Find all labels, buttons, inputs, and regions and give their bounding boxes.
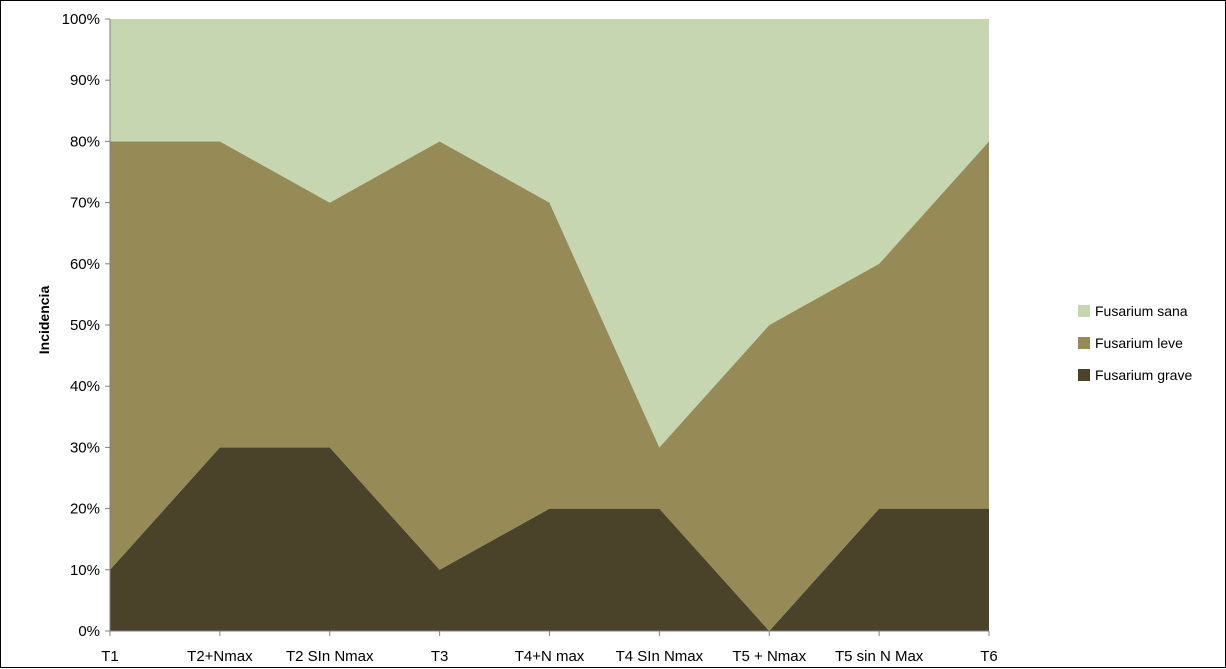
area-fusarium-leve [110,141,989,631]
x-tick-label: T5 + Nmax [732,648,806,665]
y-tick-label: 60% [70,256,100,273]
y-tick-label: 90% [70,72,100,89]
y-tick-label: 80% [70,133,100,150]
legend-swatch [1078,369,1090,381]
x-tick-label: T2 SIn Nmax [286,648,374,665]
x-tick-label: T5 sin N Max [835,648,924,665]
y-tick-label: 100% [62,11,100,28]
x-tick-label: T6 [980,648,998,665]
x-tick-label: T1 [101,648,119,665]
legend-label: Fusarium leve [1095,335,1183,351]
y-tick-label: 30% [70,439,100,456]
x-tick-label: T4 SIn Nmax [616,648,704,665]
y-tick-label: 50% [70,317,100,334]
legend-label: Fusarium sana [1095,303,1188,319]
plot-areas [110,19,989,631]
legend-swatch [1078,305,1090,317]
x-tick-label: T4+N max [515,648,585,665]
legend-label: Fusarium grave [1095,367,1192,383]
y-tick-label: 0% [78,623,100,640]
area-fusarium-grave [110,447,989,631]
tick-labels: 0% 10% 20% 30% 40% 50% 60% 70% 80% 90% 100% T1 T2+Nm… [62,11,998,665]
y-tick-label: 20% [70,501,100,518]
y-tick-label: 40% [70,378,100,395]
axes [105,18,990,636]
x-tick-label: T2+Nmax [187,648,253,665]
y-axis-title: Incidencia [36,286,52,355]
y-tick-label: 10% [70,562,100,579]
y-tick-label: 70% [70,195,100,212]
x-tick-label: T3 [431,648,449,665]
legend-swatch [1078,337,1090,349]
area-fusarium-sana [110,19,989,448]
legend: Fusarium sana Fusarium leve Fusarium grave [1078,303,1192,383]
